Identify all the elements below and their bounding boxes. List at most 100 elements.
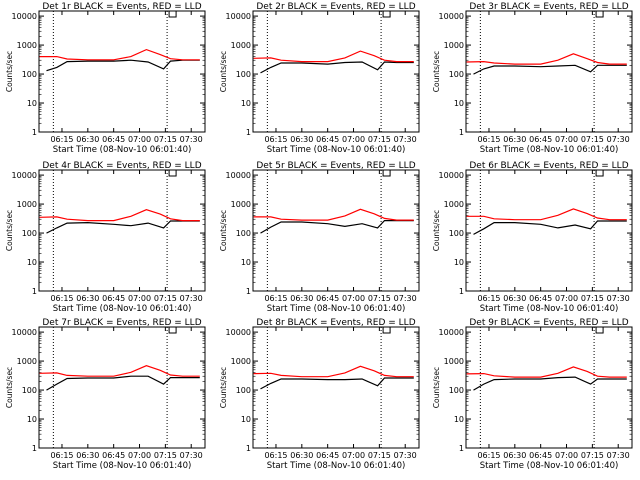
series-line-events bbox=[46, 59, 200, 72]
y-tick-label: 10 bbox=[454, 415, 464, 424]
series-line-lld bbox=[39, 209, 200, 222]
x-tick-label: 07:15 bbox=[581, 294, 604, 303]
marker-bracket bbox=[595, 170, 604, 177]
y-axis-label: Counts/sec bbox=[219, 210, 228, 251]
y-axis-label: Counts/sec bbox=[219, 51, 228, 92]
marker-bracket bbox=[382, 327, 391, 334]
y-tick-label: 10000 bbox=[12, 12, 37, 21]
x-tick-label: 07:00 bbox=[342, 294, 365, 303]
x-axis-label: Start Time (08-Nov-10 06:01:40) bbox=[53, 304, 192, 314]
y-tick-label: 1 bbox=[459, 287, 464, 296]
x-tick-label: 06:45 bbox=[102, 135, 125, 144]
x-tick-label: 07:30 bbox=[180, 135, 203, 144]
y-tick-label: 10 bbox=[454, 99, 464, 108]
plot-frame bbox=[252, 326, 420, 449]
marker-bracket bbox=[168, 327, 177, 334]
x-tick-label: 07:30 bbox=[180, 294, 203, 303]
panel-det-9: Det 9r BLACK = Events, RED = LLD 1 10 100 10… bbox=[432, 318, 633, 471]
plot-frame bbox=[38, 169, 206, 292]
x-tick-label: 06:45 bbox=[102, 294, 125, 303]
panel-title: Det 6r BLACK = Events, RED = LLD bbox=[469, 161, 628, 171]
y-tick-label: 10 bbox=[27, 258, 37, 267]
y-tick-label: 1 bbox=[246, 444, 251, 453]
x-tick-label: 07:15 bbox=[154, 294, 177, 303]
plot-frame bbox=[465, 326, 633, 449]
y-tick-label: 100 bbox=[449, 386, 464, 395]
x-tick-label: 06:30 bbox=[290, 294, 313, 303]
x-tick-label: 07:00 bbox=[128, 294, 151, 303]
series-line-events bbox=[260, 377, 414, 390]
y-tick-label: 1000 bbox=[17, 357, 37, 366]
y-tick-label: 100 bbox=[22, 386, 37, 395]
panel-title: Det 5r BLACK = Events, RED = LLD bbox=[256, 161, 415, 171]
y-tick-label: 1 bbox=[32, 444, 37, 453]
y-tick-label: 10000 bbox=[226, 12, 251, 21]
x-tick-label: 06:45 bbox=[102, 451, 125, 460]
x-tick-label: 07:15 bbox=[368, 451, 391, 460]
series-line-lld bbox=[466, 208, 627, 221]
plot-frame bbox=[252, 169, 420, 292]
x-tick-label: 07:15 bbox=[368, 135, 391, 144]
y-axis-label: Counts/sec bbox=[5, 51, 14, 92]
y-tick-label: 100 bbox=[449, 229, 464, 238]
x-tick-label: 06:45 bbox=[316, 294, 339, 303]
y-tick-label: 10 bbox=[27, 415, 37, 424]
y-tick-label: 1 bbox=[459, 128, 464, 137]
panel-det-2: Det 2r BLACK = Events, RED = LLD 1 10 100 10… bbox=[219, 2, 420, 155]
x-tick-label: 06:15 bbox=[477, 294, 500, 303]
y-tick-label: 1000 bbox=[444, 41, 464, 50]
x-tick-label: 07:00 bbox=[555, 451, 578, 460]
x-tick-label: 06:30 bbox=[76, 451, 99, 460]
series-line-events bbox=[46, 220, 200, 234]
y-axis-label: Counts/sec bbox=[432, 367, 441, 408]
y-axis-label: Counts/sec bbox=[5, 367, 14, 408]
marker-bracket bbox=[595, 327, 604, 334]
y-tick-label: 10 bbox=[241, 99, 251, 108]
series-line-lld bbox=[253, 208, 414, 221]
x-tick-label: 06:30 bbox=[503, 451, 526, 460]
x-tick-label: 06:30 bbox=[76, 135, 99, 144]
x-tick-label: 07:15 bbox=[154, 135, 177, 144]
x-tick-label: 07:30 bbox=[607, 135, 630, 144]
x-axis-label: Start Time (08-Nov-10 06:01:40) bbox=[267, 304, 406, 314]
x-tick-label: 07:15 bbox=[154, 451, 177, 460]
series-line-events bbox=[260, 220, 414, 234]
plot-frame bbox=[465, 10, 633, 133]
y-tick-label: 1000 bbox=[17, 41, 37, 50]
x-tick-label: 06:45 bbox=[316, 451, 339, 460]
series-line-events bbox=[473, 376, 627, 391]
series-line-events bbox=[473, 64, 627, 75]
plot-frame bbox=[38, 10, 206, 133]
panel-det-1: Det 1r BLACK = Events, RED = LLD 1 10 100 10… bbox=[5, 2, 206, 155]
y-tick-label: 100 bbox=[236, 70, 251, 79]
x-tick-label: 07:30 bbox=[607, 451, 630, 460]
plot-frame bbox=[465, 169, 633, 292]
y-tick-label: 1 bbox=[32, 128, 37, 137]
x-tick-label: 06:30 bbox=[503, 135, 526, 144]
y-tick-label: 1000 bbox=[231, 41, 251, 50]
y-tick-label: 100 bbox=[22, 70, 37, 79]
y-tick-label: 100 bbox=[236, 386, 251, 395]
x-tick-label: 07:15 bbox=[581, 451, 604, 460]
x-tick-label: 06:45 bbox=[529, 135, 552, 144]
y-axis-label: Counts/sec bbox=[432, 51, 441, 92]
x-axis-label: Start Time (08-Nov-10 06:01:40) bbox=[53, 145, 192, 155]
series-line-events bbox=[260, 61, 414, 74]
panel-det-7: Det 7r BLACK = Events, RED = LLD 1 10 100 10… bbox=[5, 318, 206, 471]
panel-det-8: Det 8r BLACK = Events, RED = LLD 1 10 100 10… bbox=[219, 318, 420, 471]
x-tick-label: 07:30 bbox=[394, 451, 417, 460]
series-line-lld bbox=[253, 50, 414, 63]
x-axis-label: Start Time (08-Nov-10 06:01:40) bbox=[480, 461, 619, 471]
x-axis-label: Start Time (08-Nov-10 06:01:40) bbox=[480, 145, 619, 155]
panel-det-3: Det 3r BLACK = Events, RED = LLD 1 10 100 10… bbox=[432, 2, 633, 155]
y-tick-label: 100 bbox=[236, 229, 251, 238]
panel-title: Det 1r BLACK = Events, RED = LLD bbox=[42, 2, 201, 12]
marker-bracket bbox=[382, 11, 391, 18]
y-tick-label: 10 bbox=[241, 258, 251, 267]
x-tick-label: 06:30 bbox=[503, 294, 526, 303]
y-tick-label: 10000 bbox=[12, 328, 37, 337]
x-tick-label: 07:00 bbox=[555, 294, 578, 303]
x-tick-label: 06:30 bbox=[290, 451, 313, 460]
y-tick-label: 10000 bbox=[226, 171, 251, 180]
